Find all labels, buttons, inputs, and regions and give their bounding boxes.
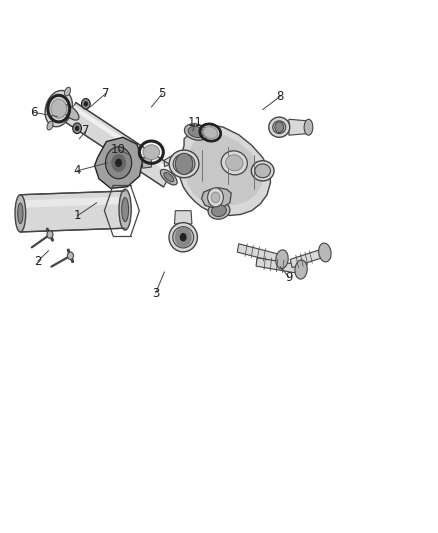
Circle shape	[106, 147, 132, 179]
Polygon shape	[22, 197, 122, 208]
Circle shape	[75, 126, 79, 131]
Polygon shape	[95, 138, 143, 188]
Circle shape	[67, 252, 74, 260]
Polygon shape	[164, 152, 186, 166]
Ellipse shape	[160, 169, 177, 185]
Circle shape	[175, 228, 191, 247]
Text: 9: 9	[285, 271, 293, 284]
Polygon shape	[180, 124, 271, 215]
Ellipse shape	[169, 150, 199, 177]
Circle shape	[47, 231, 53, 238]
Text: 6: 6	[30, 106, 37, 119]
Circle shape	[275, 122, 284, 133]
Ellipse shape	[184, 124, 208, 140]
Circle shape	[211, 192, 220, 203]
Ellipse shape	[273, 121, 286, 134]
Polygon shape	[289, 119, 307, 135]
Ellipse shape	[208, 202, 230, 219]
Circle shape	[81, 99, 90, 109]
Polygon shape	[20, 191, 125, 232]
Ellipse shape	[251, 161, 274, 181]
Ellipse shape	[212, 205, 226, 216]
Ellipse shape	[304, 119, 313, 135]
Ellipse shape	[255, 164, 271, 177]
Ellipse shape	[45, 91, 72, 127]
Circle shape	[115, 159, 122, 167]
Ellipse shape	[169, 223, 198, 252]
Ellipse shape	[269, 117, 290, 138]
Text: 8: 8	[276, 90, 284, 103]
Polygon shape	[186, 134, 263, 206]
Text: 11: 11	[187, 117, 202, 130]
Text: 7: 7	[82, 124, 90, 138]
Ellipse shape	[188, 126, 205, 138]
Text: 10: 10	[111, 143, 126, 156]
Circle shape	[175, 154, 193, 174]
Polygon shape	[290, 249, 322, 268]
Ellipse shape	[295, 260, 307, 279]
Ellipse shape	[173, 154, 195, 174]
Ellipse shape	[221, 151, 247, 175]
Text: 2: 2	[34, 255, 42, 268]
Ellipse shape	[143, 145, 159, 160]
Text: 7: 7	[102, 87, 109, 100]
Circle shape	[84, 101, 88, 107]
Polygon shape	[143, 158, 151, 168]
Ellipse shape	[226, 155, 243, 171]
Ellipse shape	[164, 173, 174, 182]
Circle shape	[111, 154, 127, 172]
Polygon shape	[174, 211, 192, 224]
Text: 3: 3	[152, 287, 159, 300]
Circle shape	[73, 123, 81, 134]
Polygon shape	[201, 188, 231, 208]
Polygon shape	[256, 258, 298, 273]
Text: 4: 4	[73, 164, 81, 177]
Text: 1: 1	[73, 209, 81, 222]
Ellipse shape	[318, 243, 331, 262]
Text: 5: 5	[159, 87, 166, 100]
Circle shape	[51, 99, 67, 118]
Circle shape	[180, 233, 187, 241]
Ellipse shape	[64, 87, 71, 96]
Ellipse shape	[119, 189, 131, 230]
Ellipse shape	[122, 198, 129, 222]
Polygon shape	[237, 244, 279, 263]
Ellipse shape	[47, 121, 53, 130]
Ellipse shape	[173, 227, 194, 248]
Ellipse shape	[276, 250, 288, 269]
Ellipse shape	[62, 104, 79, 120]
Polygon shape	[72, 106, 173, 174]
Ellipse shape	[18, 203, 23, 223]
Polygon shape	[65, 102, 174, 187]
Circle shape	[208, 188, 223, 207]
Ellipse shape	[15, 195, 26, 232]
Ellipse shape	[203, 127, 218, 139]
